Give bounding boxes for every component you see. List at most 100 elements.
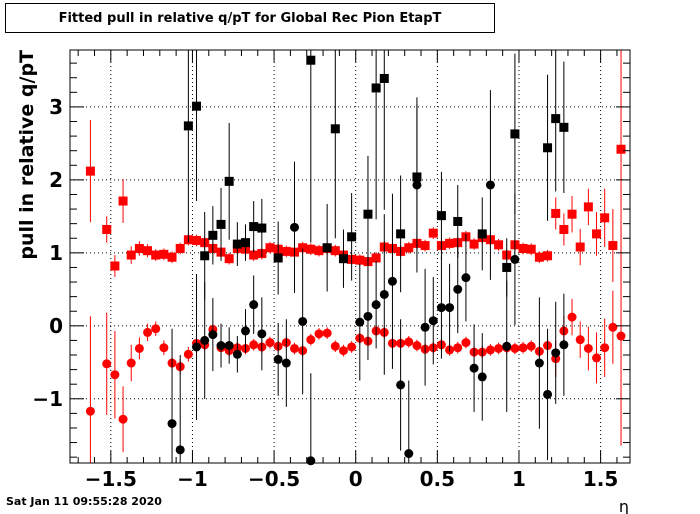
data-point-square <box>241 238 251 248</box>
data-point-square <box>192 101 202 111</box>
x-tick-label: 0 <box>349 467 363 491</box>
data-point-square <box>600 213 610 223</box>
data-point-circle <box>453 284 463 294</box>
data-point-circle <box>583 343 593 353</box>
plot-frame <box>69 49 631 464</box>
data-point-square <box>167 252 177 262</box>
data-point-circle <box>461 338 471 348</box>
data-point-circle <box>477 372 487 382</box>
data-point-square <box>102 225 112 235</box>
data-point-square <box>306 244 316 254</box>
data-point-circle <box>534 358 544 368</box>
data-point-circle <box>338 346 348 356</box>
data-point-square <box>151 250 161 260</box>
data-point-circle <box>289 222 299 232</box>
data-point-circle <box>298 316 308 326</box>
data-point-square <box>379 73 389 83</box>
data-point-circle <box>453 343 463 353</box>
data-point-square <box>551 114 561 124</box>
data-point-square <box>330 124 340 134</box>
data-point-square <box>420 241 430 251</box>
data-point-square <box>551 208 561 218</box>
data-point-circle <box>208 330 218 340</box>
data-point-square <box>314 246 324 256</box>
data-point-circle <box>322 328 332 338</box>
data-point-circle <box>200 335 210 345</box>
data-point-square <box>118 196 128 206</box>
data-point-circle <box>126 358 136 368</box>
data-point-square <box>257 223 267 233</box>
data-point-square <box>273 253 283 263</box>
data-point-circle <box>616 331 626 341</box>
data-point-square <box>526 244 536 254</box>
data-point-circle <box>314 329 324 339</box>
data-point-square <box>518 243 528 253</box>
data-point-circle <box>232 349 242 359</box>
data-point-square <box>559 122 569 132</box>
x-tick-label: 1 <box>512 467 526 491</box>
data-point-circle <box>241 326 251 336</box>
data-point-circle <box>306 456 316 466</box>
data-point-circle <box>371 300 381 310</box>
data-point-circle <box>404 449 414 459</box>
data-point-circle <box>518 343 528 353</box>
data-point-circle <box>183 349 193 359</box>
data-point-square <box>208 230 218 240</box>
data-point-circle <box>412 180 422 190</box>
data-point-circle <box>273 354 283 364</box>
data-point-square <box>338 254 348 264</box>
data-point-circle <box>330 341 340 351</box>
data-point-circle <box>118 414 128 424</box>
data-point-square <box>616 144 626 154</box>
timestamp: Sat Jan 11 09:55:28 2020 <box>6 495 162 508</box>
data-point-circle <box>575 335 585 345</box>
chart-title: Fitted pull in relative q/pT for Global … <box>58 11 442 26</box>
y-tick-label: 0 <box>49 314 63 338</box>
data-point-square <box>85 166 95 176</box>
data-point-circle <box>192 342 202 352</box>
data-point-square <box>396 229 406 239</box>
data-point-circle <box>387 276 397 286</box>
y-tick-label: 1 <box>49 241 63 265</box>
data-point-circle <box>567 312 577 322</box>
data-point-circle <box>436 303 446 313</box>
data-point-square <box>371 83 381 93</box>
x-tick-label: −0.5 <box>248 467 300 491</box>
data-point-circle <box>412 341 422 351</box>
y-tick-label: 2 <box>49 168 63 192</box>
data-point-circle <box>143 327 153 337</box>
data-point-circle <box>102 359 112 369</box>
data-point-circle <box>396 380 406 390</box>
data-point-circle <box>379 289 389 299</box>
data-point-circle <box>608 322 618 332</box>
data-point-circle <box>110 370 120 380</box>
data-point-square <box>355 255 365 265</box>
data-point-circle <box>289 343 299 353</box>
data-point-circle <box>445 303 455 313</box>
y-tick-label: −1 <box>32 387 63 411</box>
data-point-circle <box>85 406 95 416</box>
data-point-square <box>592 229 602 239</box>
y-axis-title: pull in relative q/pT <box>16 50 38 260</box>
data-point-circle <box>494 343 504 353</box>
data-point-square <box>224 176 234 186</box>
x-tick-label: −1.5 <box>85 467 137 491</box>
data-point-square <box>371 253 381 263</box>
data-point-square <box>143 246 153 256</box>
data-point-square <box>126 250 136 260</box>
data-point-square <box>224 254 234 264</box>
data-point-circle <box>281 358 291 368</box>
data-point-circle <box>363 311 373 321</box>
data-point-square <box>502 262 512 272</box>
data-points <box>85 50 626 466</box>
data-point-circle <box>151 324 161 334</box>
data-point-circle <box>355 317 365 327</box>
data-point-circle <box>159 343 169 353</box>
data-point-square <box>436 211 446 221</box>
data-point-circle <box>347 342 357 352</box>
data-point-square <box>469 239 479 249</box>
data-point-square <box>216 219 226 229</box>
data-point-square <box>559 225 569 235</box>
data-point-circle <box>551 348 561 358</box>
